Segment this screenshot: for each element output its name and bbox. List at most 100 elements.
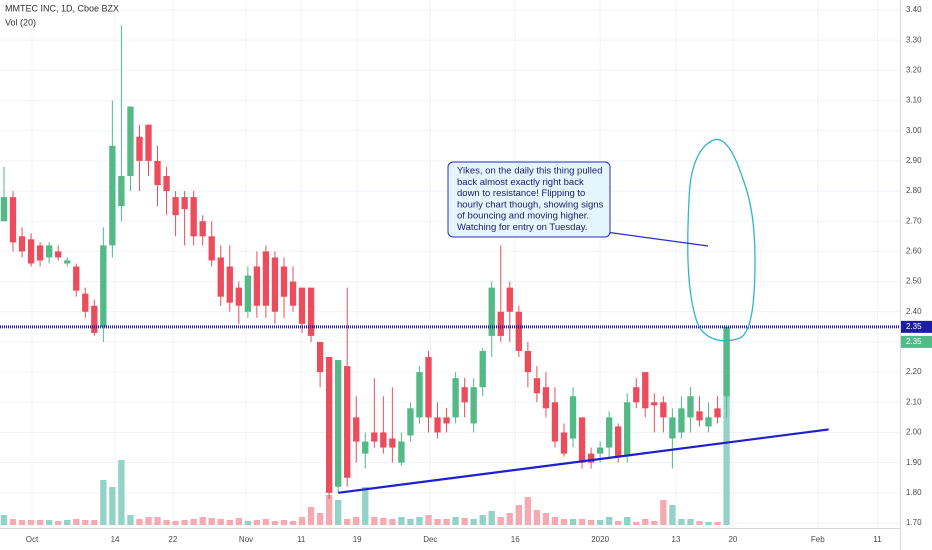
candle-body xyxy=(569,396,577,439)
volume-bar xyxy=(316,513,324,525)
candle-body xyxy=(624,402,631,457)
volume-bar xyxy=(82,520,89,525)
candle-body xyxy=(452,378,459,418)
volume-bar xyxy=(434,519,441,525)
x-tick-label: 14 xyxy=(111,535,120,544)
volume-bar xyxy=(127,515,134,525)
candle-body xyxy=(714,408,721,418)
candle-body xyxy=(163,175,170,192)
x-tick-label: 19 xyxy=(353,535,362,544)
volume-bar xyxy=(253,520,261,525)
chart-title: MMTEC INC, 1D, Cboe BZX xyxy=(5,3,119,13)
volume-bar xyxy=(407,519,414,525)
candle-body xyxy=(615,426,622,457)
candle-body xyxy=(82,293,89,312)
y-tick-label: 3.00 xyxy=(906,126,922,135)
volume-bar xyxy=(280,520,288,525)
volume-bars xyxy=(0,335,730,525)
candle-body xyxy=(642,372,649,409)
callout-line: Yikes, on the daily this thing pulled xyxy=(457,166,602,177)
volume-bar xyxy=(398,517,405,525)
volume-bar xyxy=(325,495,333,525)
candle-body xyxy=(660,402,667,418)
y-tick-label: 2.90 xyxy=(906,156,922,165)
volume-bar xyxy=(678,519,685,525)
y-tick-label: 2.70 xyxy=(906,216,922,225)
candle-body xyxy=(27,239,35,264)
y-tick-label: 2.80 xyxy=(906,186,922,195)
candle-body xyxy=(100,245,107,327)
volume-bar xyxy=(118,460,125,525)
volume-bar xyxy=(687,519,694,525)
candle-body xyxy=(362,441,369,454)
candle-body xyxy=(651,402,658,406)
y-tick-label: 2.20 xyxy=(906,367,922,376)
volume-bar xyxy=(714,522,721,525)
volume-bar xyxy=(27,520,35,525)
candle-body xyxy=(226,266,233,303)
candle-body xyxy=(371,432,378,442)
candle-body xyxy=(470,387,477,424)
volume-bar xyxy=(705,522,712,525)
candle-body xyxy=(578,417,586,463)
candle-body xyxy=(208,236,215,261)
candle-body xyxy=(181,197,188,210)
volume-bar xyxy=(669,505,676,525)
volume-bar xyxy=(244,521,252,525)
callout-line: of bouncing and moving higher. xyxy=(457,211,589,222)
candle-body xyxy=(398,441,405,463)
candle-body xyxy=(524,350,532,373)
candle-body xyxy=(687,396,694,418)
candle-body xyxy=(723,326,730,397)
volume-bar xyxy=(642,519,649,525)
volume-bar xyxy=(289,521,297,525)
hline-price-box xyxy=(901,320,932,333)
candle-body xyxy=(678,408,685,433)
volume-bar xyxy=(9,519,17,525)
candle-body xyxy=(235,287,242,306)
trend-line xyxy=(338,428,829,494)
candle-body xyxy=(425,357,432,418)
x-tick-label: 11 xyxy=(297,535,306,544)
callout-line: back almost exactly right back xyxy=(457,177,584,188)
candle-body xyxy=(127,106,134,176)
y-tick-label: 3.10 xyxy=(906,96,922,105)
candle-body xyxy=(533,378,541,394)
candle-body xyxy=(262,251,270,306)
candle-body xyxy=(36,245,44,261)
callout-text: Yikes, on the daily this thing pulledbac… xyxy=(457,166,604,234)
candle-body xyxy=(199,221,206,237)
volume-bar xyxy=(651,521,658,525)
volume-bar xyxy=(515,505,522,525)
volume-legend: Vol (20) xyxy=(5,17,36,27)
volume-bar xyxy=(461,518,468,525)
volume-bar xyxy=(371,517,378,525)
candle-body xyxy=(307,287,315,336)
volume-bar xyxy=(145,517,152,525)
y-tick-label: 2.00 xyxy=(906,428,922,437)
callout-line: Watching for entry on Tuesday. xyxy=(457,222,587,233)
volume-bar xyxy=(235,518,242,525)
callout-box xyxy=(447,161,611,238)
volume-bar xyxy=(109,487,116,525)
candle-body xyxy=(587,453,595,463)
candle-body xyxy=(145,124,152,161)
volume-bar xyxy=(533,510,541,525)
volume-bar xyxy=(524,497,532,525)
candle-body xyxy=(253,266,261,306)
candle-body xyxy=(705,417,712,427)
candle-body xyxy=(551,402,559,442)
candle-body xyxy=(217,257,224,297)
candle-body xyxy=(154,160,161,186)
x-tick-label: Oct xyxy=(26,535,39,544)
y-tick-label: 2.60 xyxy=(906,247,922,256)
volume-bar xyxy=(154,517,161,525)
volume-bar xyxy=(55,521,62,525)
callout-line: hourly chart though, showing signs xyxy=(457,199,604,210)
y-tick-label: 1.90 xyxy=(906,458,922,467)
candle-body xyxy=(407,408,414,436)
candle-body xyxy=(515,311,522,351)
candle-body xyxy=(118,175,125,207)
volume-bar xyxy=(163,520,170,525)
